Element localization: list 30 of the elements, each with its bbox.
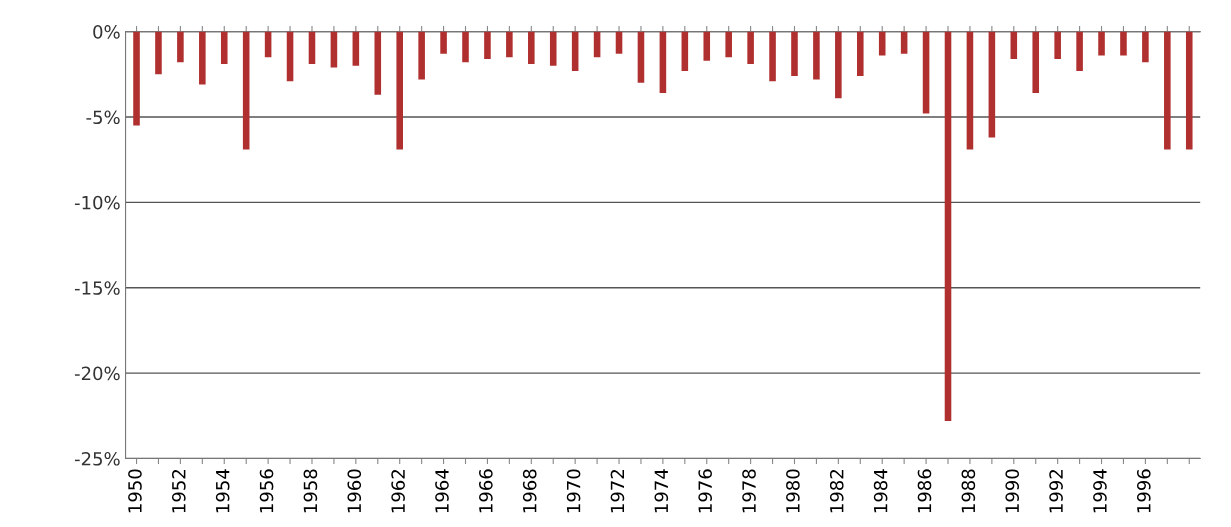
x-tick-label: 1962 (391, 470, 405, 513)
x-tick-label: 1954 (215, 469, 230, 513)
x-tick-label: 1964 (435, 469, 449, 513)
x-tick-label: 1976 (698, 469, 712, 513)
x-tick-label: 1972 (610, 470, 625, 513)
x-tick-label: 1978 (742, 469, 756, 513)
y-tick-label: -15% (74, 281, 120, 295)
y-tick-label: -25% (74, 451, 120, 466)
x-tick-label: 1980 (786, 469, 800, 513)
x-tick-label: 1984 (873, 469, 888, 513)
x-tick-label: 1982 (829, 470, 844, 513)
x-tick-label: 1992 (1049, 470, 1063, 513)
x-tick-label: 1990 (1005, 469, 1020, 513)
y-tick-label: -10% (74, 195, 120, 210)
x-tick-label: 1988 (961, 469, 976, 513)
x-tick-label: 1960 (347, 469, 362, 513)
x-tick-label: 1950 (128, 469, 142, 513)
x-tick-label: 1974 (654, 469, 669, 513)
x-tick-label: 1956 (259, 469, 274, 513)
y-tick-label: -5% (86, 110, 120, 125)
x-tick-label: 1958 (303, 469, 318, 513)
y-tick-label: -20% (74, 366, 120, 381)
x-tick-label: 1952 (171, 470, 186, 513)
x-tick-label: 1966 (479, 469, 493, 513)
y-tick-label: 0% (93, 25, 120, 39)
x-tick-label: 1986 (917, 469, 932, 513)
x-tick-label: 1996 (1136, 469, 1151, 513)
x-tick-label: 1968 (522, 469, 537, 513)
x-tick-label: 1994 (1093, 469, 1107, 513)
x-tick-label: 1970 (566, 469, 581, 513)
